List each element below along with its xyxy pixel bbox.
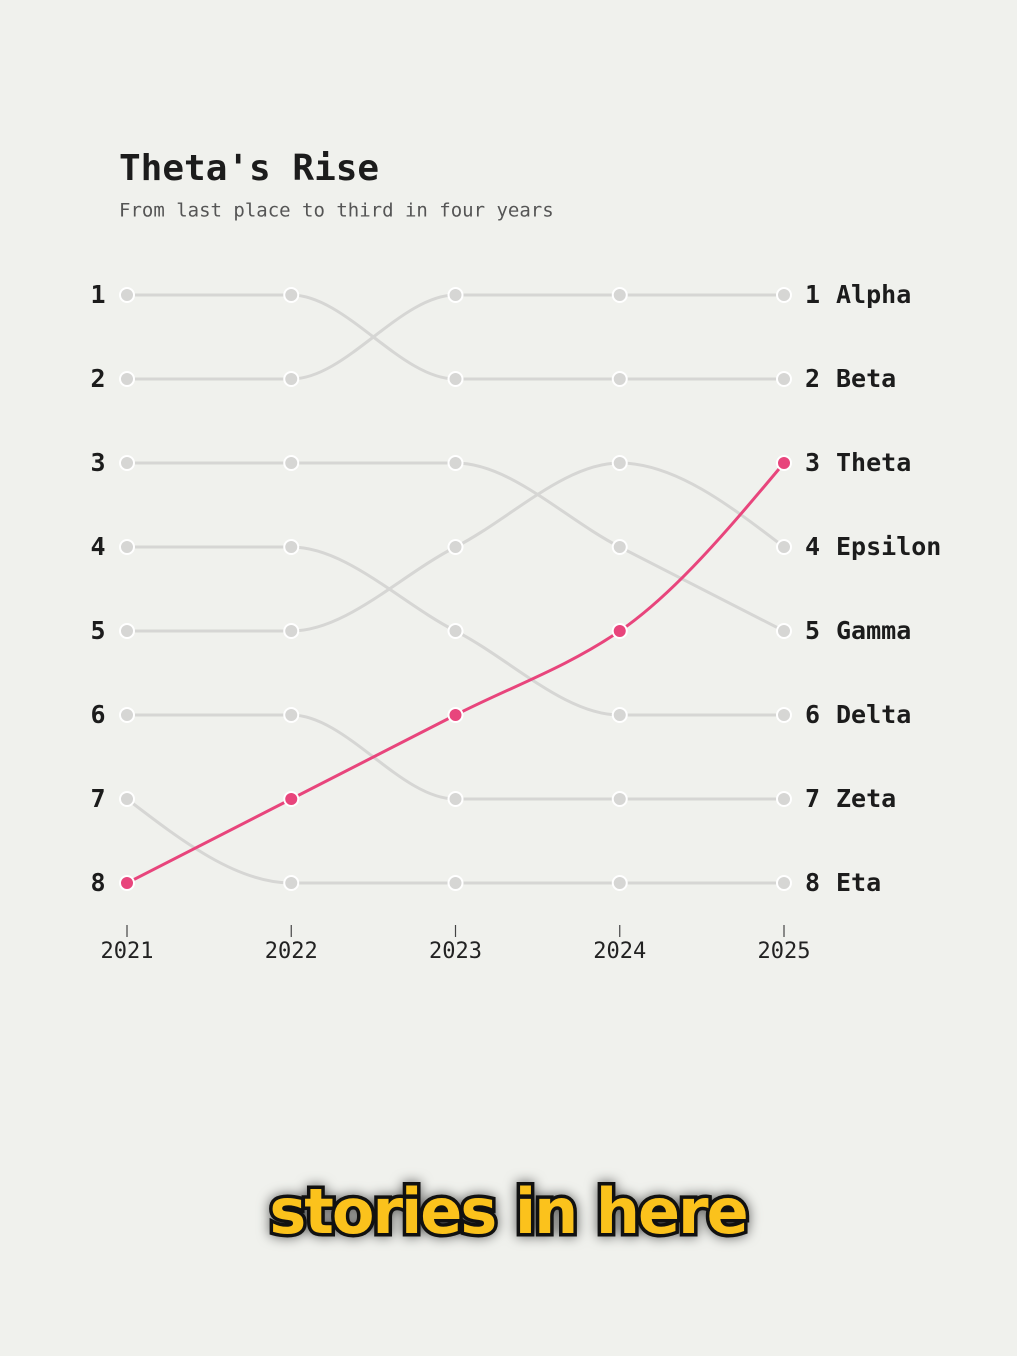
x-tick-label: 2022 (265, 939, 318, 964)
y-tick-label: 3 (90, 448, 105, 477)
point (283, 875, 300, 891)
point (119, 875, 135, 891)
legend-label: Eta (836, 868, 881, 897)
point (611, 875, 628, 891)
y-tick-label: 8 (90, 868, 105, 897)
series: 8 Eta (119, 791, 881, 897)
end-rank-label: 7 (805, 784, 820, 813)
series: 3 Theta (119, 448, 911, 891)
y-tick-label: 7 (90, 784, 105, 813)
y-tick-label: 2 (90, 364, 105, 393)
x-tick-label: 2021 (101, 939, 154, 964)
end-rank-label: 2 (805, 364, 820, 393)
point (611, 539, 628, 555)
x-tick-label: 2023 (429, 939, 482, 964)
caption: stories in here (269, 1175, 746, 1248)
point (119, 623, 135, 639)
legend-label: Alpha (836, 280, 911, 309)
point (447, 623, 464, 639)
point (776, 287, 792, 303)
end-rank-label: 6 (805, 700, 820, 729)
chart-subtitle: From last place to third in four years (119, 200, 554, 222)
point (611, 455, 628, 471)
point (283, 539, 300, 555)
point (776, 455, 792, 471)
point (119, 371, 135, 387)
point (447, 371, 464, 387)
point (776, 875, 792, 891)
point (611, 623, 628, 639)
point (283, 707, 300, 723)
point (119, 287, 135, 303)
point (283, 287, 300, 303)
series: 4 Epsilon (119, 455, 941, 639)
series: 6 Delta (119, 539, 911, 729)
legend-label: Zeta (836, 784, 896, 813)
y-tick-label: 6 (90, 700, 105, 729)
legend-label: Theta (836, 448, 911, 477)
y-tick-label: 4 (90, 532, 105, 561)
series: 5 Gamma (119, 455, 911, 645)
point (447, 791, 464, 807)
point (776, 371, 792, 387)
y-tick-label: 1 (90, 280, 105, 309)
point (776, 791, 792, 807)
series: 2 Beta (119, 287, 896, 393)
point (611, 371, 628, 387)
point (776, 707, 792, 723)
point (447, 287, 464, 303)
point (611, 287, 628, 303)
point (447, 707, 464, 723)
plot: 1 2 3 4 5 6 7 8 2021 2022 2023 2024 2025 1 Alpha 2 Beta 4… (90, 280, 941, 964)
point (776, 539, 792, 555)
end-rank-label: 5 (805, 616, 820, 645)
point (119, 455, 135, 471)
point (611, 791, 628, 807)
end-rank-label: 8 (805, 868, 820, 897)
series: 7 Zeta (119, 707, 896, 813)
legend-label: Beta (836, 364, 896, 393)
x-tick-label: 2025 (758, 939, 811, 964)
end-rank-label: 4 (805, 532, 820, 561)
point (283, 371, 300, 387)
series: 1 Alpha (119, 280, 911, 387)
end-rank-label: 1 (805, 280, 820, 309)
point (447, 875, 464, 891)
y-tick-label: 5 (90, 616, 105, 645)
point (119, 791, 135, 807)
legend-label: Gamma (836, 616, 911, 645)
legend-label: Delta (836, 700, 911, 729)
legend-label: Epsilon (836, 532, 941, 561)
point (776, 623, 792, 639)
point (119, 707, 135, 723)
point (447, 455, 464, 471)
point (447, 539, 464, 555)
end-rank-label: 3 (805, 448, 820, 477)
point (283, 455, 300, 471)
point (283, 623, 300, 639)
x-tick-label: 2024 (593, 939, 646, 964)
chart-title: Theta's Rise (119, 148, 379, 189)
point (611, 707, 628, 723)
point (119, 539, 135, 555)
point (283, 791, 300, 807)
